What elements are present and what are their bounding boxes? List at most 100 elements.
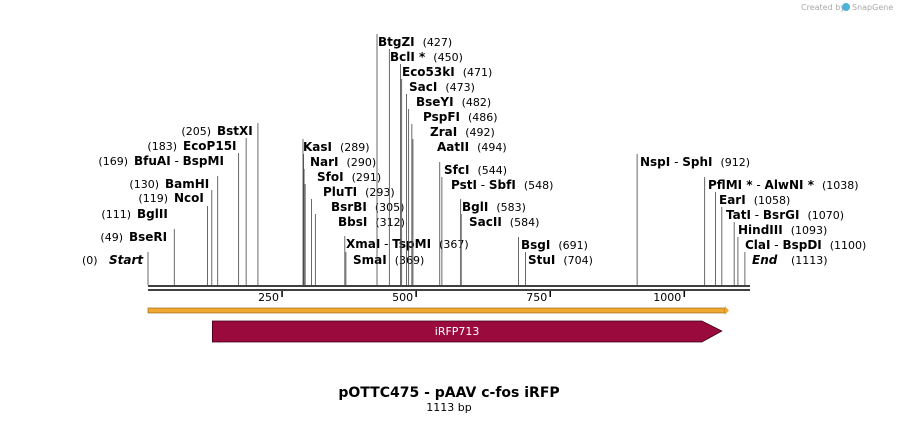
site-27[interactable]: SacII (584)	[460, 214, 540, 285]
site-enzyme: BfuAI	[134, 154, 171, 168]
site-name: Eco53kI	[402, 65, 455, 79]
site-16[interactable]: BtgZI (427)	[376, 34, 453, 285]
site-position: (183)	[147, 140, 177, 153]
site-enzyme: PspFI	[423, 110, 460, 124]
credit-brand: SnapGene	[852, 3, 893, 12]
site-enzyme: HindIII	[738, 223, 783, 237]
site-21[interactable]: PspFI (486)	[408, 109, 498, 285]
site-position: (492)	[465, 126, 495, 139]
site-34[interactable]: HindIII (1093)	[733, 222, 827, 285]
site-position: (291)	[352, 171, 382, 184]
site-10[interactable]: SfoI (291)	[303, 169, 382, 285]
site-7[interactable]: BstXI (205)	[181, 123, 259, 285]
site-name: BsgI	[521, 238, 550, 252]
site-separator: -	[380, 237, 392, 251]
site-enzyme: SbfI	[489, 178, 516, 192]
site-name: PflMI * - AlwNI *	[708, 178, 815, 192]
site-30[interactable]: NspI - SphI (912)	[636, 154, 750, 285]
site-position: (367)	[439, 238, 469, 251]
site-0[interactable]: (0) Start	[82, 252, 149, 285]
orange-region-bar[interactable]	[147, 306, 729, 315]
site-18[interactable]: Eco53kI (471)	[400, 64, 493, 285]
site-name: BbsI	[338, 215, 367, 229]
site-17[interactable]: BclI * (450)	[388, 49, 463, 285]
site-enzyme: BbsI	[338, 215, 367, 229]
site-name: PstI - SbfI	[451, 178, 516, 192]
site-name: EcoP15I	[183, 139, 237, 153]
site-enzyme: BsrBI	[331, 200, 367, 214]
site-enzyme: ZraI	[430, 125, 457, 139]
orange-region-arrowhead	[724, 306, 729, 315]
site-position: (584)	[510, 216, 540, 229]
site-name: NcoI	[174, 191, 204, 205]
site-enzyme: PluTI	[323, 185, 357, 199]
feature-arrow[interactable]	[211, 320, 723, 343]
site-enzyme: BspMI	[183, 154, 224, 168]
site-20[interactable]: BseYI (482)	[406, 94, 491, 285]
site-enzyme: AatII	[437, 140, 469, 154]
site-1[interactable]: BseRI (49)	[100, 229, 175, 285]
site-24[interactable]: SfcI (544)	[439, 162, 507, 285]
site-35[interactable]: ClaI - BspDI (1100)	[737, 237, 867, 285]
plasmid-title: pOTTC475 - pAAV c-fos iRFP	[338, 385, 559, 401]
site-8[interactable]: KasI (289)	[302, 139, 370, 285]
site-enzyme: BspDI	[782, 238, 821, 252]
site-3[interactable]: NcoI (119)	[138, 190, 213, 285]
site-position: (130)	[129, 178, 159, 191]
site-position: (119)	[138, 192, 168, 205]
site-position: (49)	[100, 231, 123, 244]
site-name: SacI	[409, 80, 437, 94]
site-36[interactable]: (1113) End	[744, 252, 828, 285]
site-32[interactable]: EarI (1058)	[715, 192, 790, 285]
site-enzyme: BamHI	[165, 177, 209, 191]
site-enzyme: BtgZI	[378, 35, 415, 49]
site-position: (691)	[558, 239, 588, 252]
site-name: SacII	[469, 215, 502, 229]
site-position: (450)	[433, 51, 463, 64]
credit-prefix: Created by	[801, 3, 845, 12]
site-separator: -	[770, 238, 782, 252]
feature-irfp713[interactable]: iRFP713	[211, 320, 723, 343]
site-enzyme: PflMI *	[708, 178, 753, 192]
site-name: BamHI	[165, 177, 209, 191]
site-22[interactable]: ZraI (492)	[411, 124, 495, 285]
site-23[interactable]: AatII (494)	[412, 139, 507, 285]
site-28[interactable]: BsgI (691)	[518, 237, 588, 285]
site-19[interactable]: SacI (473)	[401, 79, 475, 285]
site-9[interactable]: NarI (290)	[303, 154, 377, 285]
site-position: (205)	[181, 125, 211, 138]
ruler: 250 500 750 1000	[258, 291, 686, 304]
site-position: (1113)	[791, 254, 828, 267]
site-position: (1100)	[830, 239, 867, 252]
site-name: BfuAI - BspMI	[134, 154, 224, 168]
site-26[interactable]: BglI (583)	[460, 199, 526, 285]
site-6[interactable]: EcoP15I (183)	[147, 138, 247, 285]
site-position: (427)	[423, 36, 453, 49]
site-enzyme: NarI	[310, 155, 339, 169]
site-33[interactable]: TatI - BsrGI (1070)	[721, 207, 844, 285]
site-name: KasI	[303, 140, 332, 154]
site-name: HindIII	[738, 223, 783, 237]
site-position: (111)	[101, 208, 131, 221]
site-11[interactable]: PluTI (293)	[304, 184, 395, 285]
orange-region-bar-body[interactable]	[147, 307, 726, 314]
site-15[interactable]: SmaI (369)	[345, 252, 424, 285]
site-4[interactable]: BamHI (130)	[129, 176, 219, 285]
site-enzyme: SmaI	[353, 253, 387, 267]
site-name: Start	[109, 253, 144, 267]
site-position: (312)	[375, 216, 405, 229]
site-separator: -	[171, 154, 183, 168]
site-name: TatI - BsrGI	[726, 208, 799, 222]
site-13[interactable]: BbsI (312)	[314, 214, 405, 285]
site-name: PluTI	[323, 185, 357, 199]
ruler-tick-label: 1000	[653, 291, 681, 304]
site-2[interactable]: BglII (111)	[101, 206, 208, 285]
site-enzyme: SfoI	[317, 170, 344, 184]
site-25[interactable]: PstI - SbfI (548)	[441, 177, 554, 285]
site-29[interactable]: StuI (704)	[525, 252, 593, 285]
site-enzyme: Eco53kI	[402, 65, 455, 79]
site-31[interactable]: PflMI * - AlwNI * (1038)	[704, 177, 859, 285]
site-name: PspFI	[423, 110, 460, 124]
site-5[interactable]: BfuAI - BspMI (169)	[98, 153, 240, 285]
